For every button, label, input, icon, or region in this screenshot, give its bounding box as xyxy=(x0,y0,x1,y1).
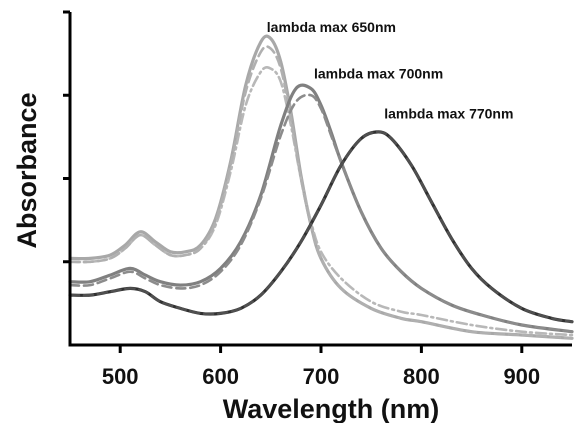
peak-annotation-2: lambda max 700nm xyxy=(314,66,443,82)
series-layer xyxy=(68,34,574,340)
axes-layer xyxy=(68,12,572,347)
x-ticks: 500 600 700 800 900 xyxy=(102,345,540,389)
y-ticks xyxy=(63,10,70,264)
series-line-7 xyxy=(68,130,574,323)
y-axis-title: Absorbance xyxy=(12,92,42,248)
series-line-2 xyxy=(68,65,574,337)
x-tick-label: 600 xyxy=(202,364,239,389)
x-axis-title: Wavelength (nm) xyxy=(223,394,440,423)
x-tick-label: 700 xyxy=(303,364,340,389)
x-tick-label: 900 xyxy=(503,364,540,389)
axis-frame xyxy=(68,12,572,347)
x-tick-label: 800 xyxy=(403,364,440,389)
peak-annotation-3: lambda max 770nm xyxy=(384,106,513,122)
annotations: lambda max 650nm lambda max 700nm lambda m… xyxy=(267,19,514,122)
series-line-5 xyxy=(68,93,574,333)
peak-annotation-1: lambda max 650nm xyxy=(267,19,396,35)
x-tick-label: 500 xyxy=(102,364,139,389)
series-line-3 xyxy=(68,45,574,340)
